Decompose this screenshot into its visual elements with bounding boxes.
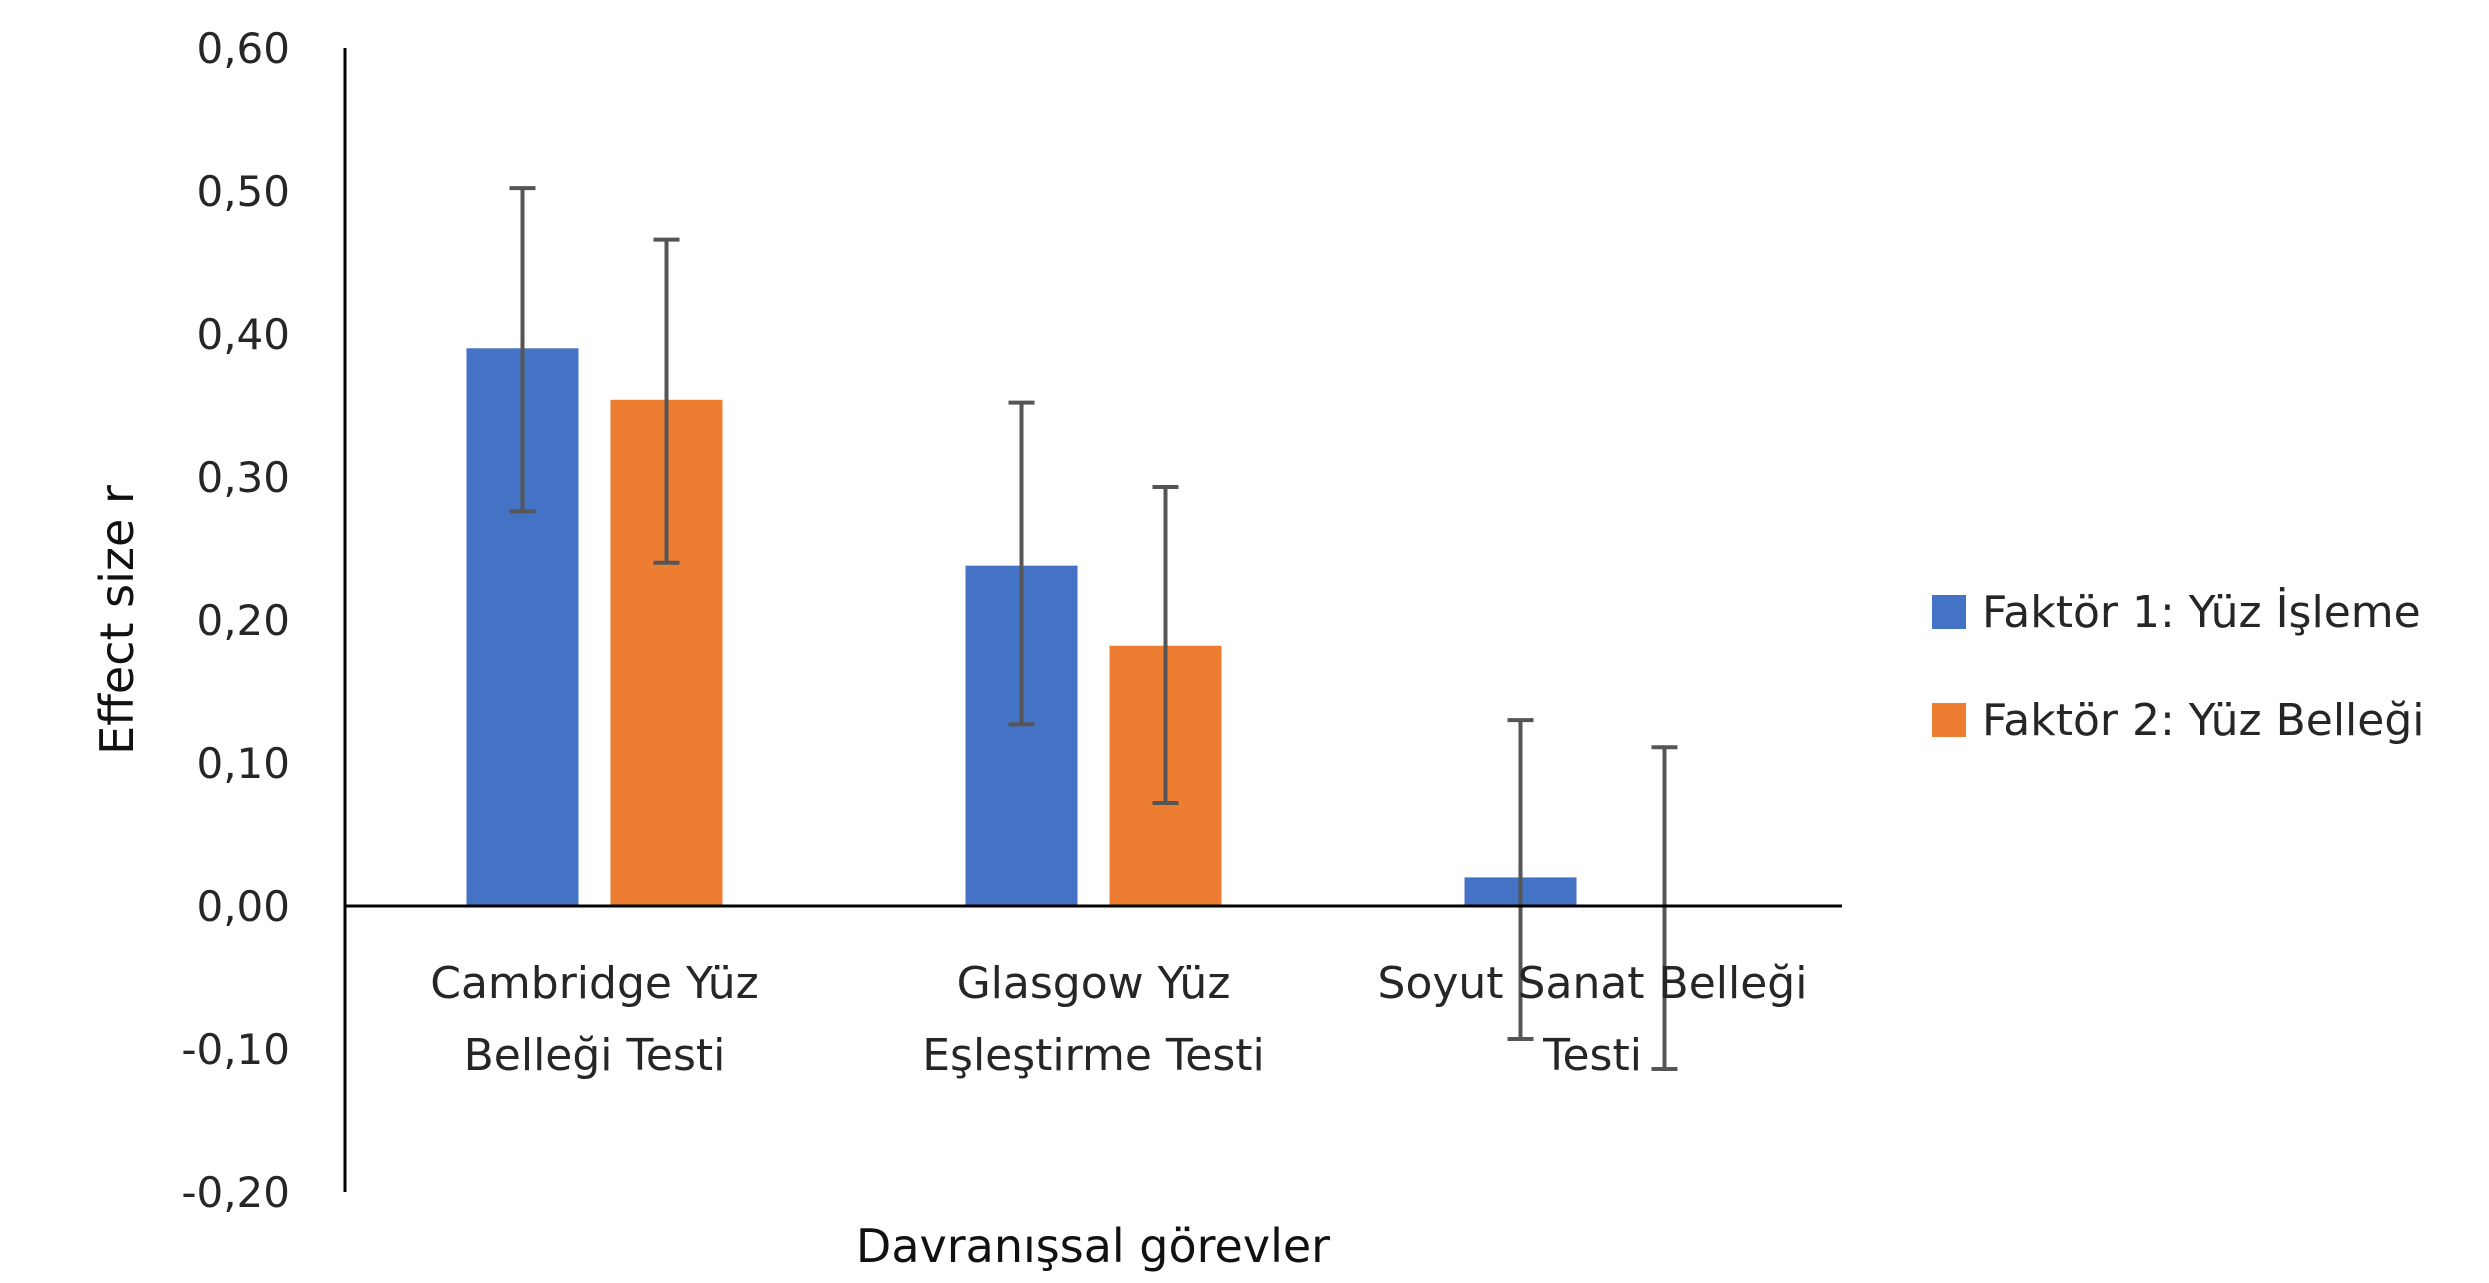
legend-label: Faktör 1: Yüz İşleme	[1982, 586, 2421, 638]
error-bars	[509, 186, 1678, 1072]
error-bar	[1152, 485, 1179, 806]
y-tick-label: -0,10	[181, 1025, 290, 1074]
error-bar	[653, 237, 680, 565]
y-tick-label: 0,40	[196, 310, 290, 359]
legend-label: Faktör 2: Yüz Belleği	[1982, 695, 2425, 746]
category-label: Cambridge Yüz	[430, 958, 759, 1009]
y-tick-label: 0,30	[196, 453, 290, 502]
y-tick-label: 0,10	[196, 739, 290, 788]
x-axis-title: Davranışsal görevler	[856, 1219, 1330, 1273]
x-axis-category-labels: Cambridge Yüz Belleği Testi Glasgow Yüz Eşl…	[430, 958, 1807, 1081]
y-tick-label: 0,60	[196, 24, 290, 73]
y-tick-label: -0,20	[181, 1168, 290, 1217]
category-label: Glasgow Yüz	[957, 958, 1231, 1009]
y-tick-label: 0,00	[196, 882, 290, 931]
legend: Faktör 1: Yüz İşleme Faktör 2: Yüz Belleğ…	[1932, 586, 2425, 746]
category-label: Belleği Testi	[464, 1030, 726, 1081]
error-bar	[1507, 718, 1534, 1041]
error-bar	[1008, 400, 1035, 727]
error-bar	[509, 186, 536, 514]
legend-swatch	[1932, 595, 1966, 629]
y-tick-label: 0,50	[196, 167, 290, 216]
category-label: Eşleştirme Testi	[922, 1030, 1265, 1081]
category-label: Soyut Sanat Belleği	[1378, 958, 1808, 1009]
category-label: Testi	[1542, 1030, 1642, 1081]
y-axis-title: Effect size r	[90, 485, 144, 755]
error-bar	[1651, 745, 1678, 1072]
y-axis-ticks: -0,20 -0,10 0,00 0,10 0,20 0,30 0,40 0,50 0,60	[181, 24, 290, 1217]
legend-swatch	[1932, 703, 1966, 737]
y-tick-label: 0,20	[196, 596, 290, 645]
